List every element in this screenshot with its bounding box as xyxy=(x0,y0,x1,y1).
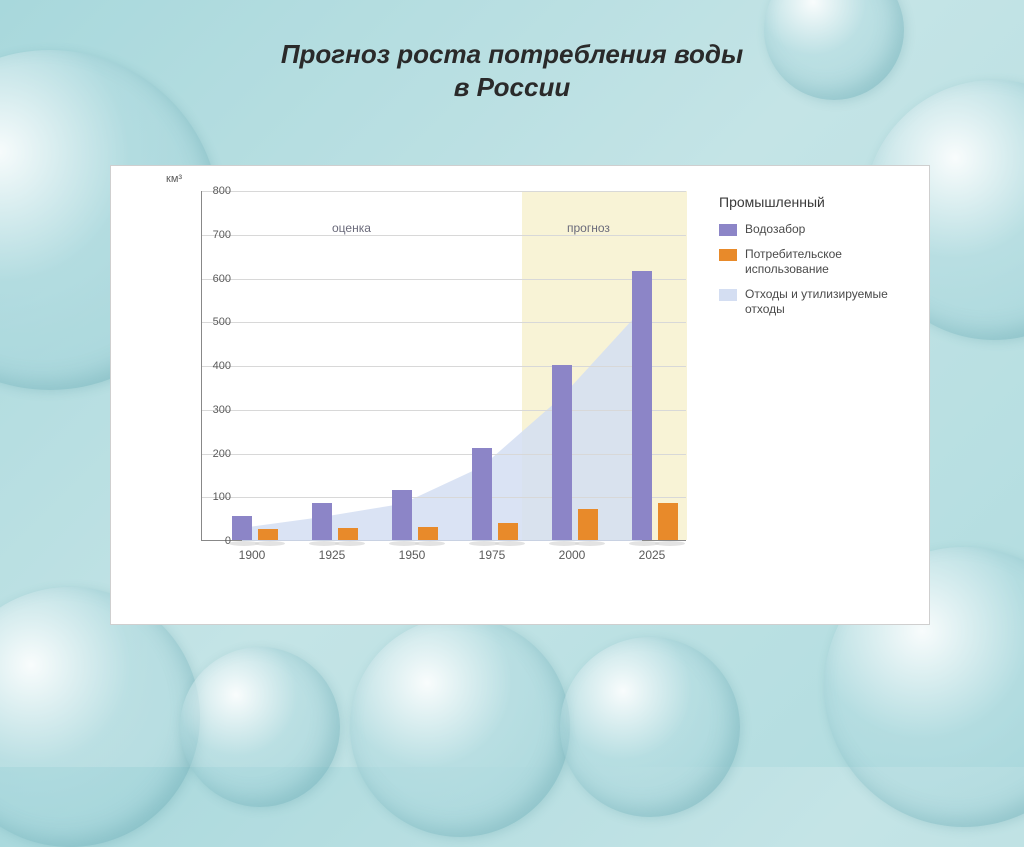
bar-shadow xyxy=(335,541,365,546)
title-line-2: в России xyxy=(454,72,571,102)
bar-shadow xyxy=(415,541,445,546)
y-tick-label: 500 xyxy=(201,316,231,328)
page-title: Прогноз роста потребления воды в России xyxy=(0,0,1024,103)
y-tick-label: 300 xyxy=(201,404,231,416)
y-tick-label: 400 xyxy=(201,360,231,372)
y-tick-label: 700 xyxy=(201,229,231,241)
legend-item: Отходы и утилизируемые отходы xyxy=(719,287,904,317)
bar-shadow xyxy=(255,541,285,546)
legend-swatch xyxy=(719,249,737,261)
bar-shadow xyxy=(575,541,605,546)
bar-consumer xyxy=(658,503,678,540)
legend-swatch xyxy=(719,289,737,301)
bar-shadow xyxy=(495,541,525,546)
bar-consumer xyxy=(338,528,358,540)
bar-consumer xyxy=(418,527,438,540)
gridline xyxy=(202,235,686,236)
x-tick-label: 1950 xyxy=(399,548,426,562)
region-label-estimate: оценка xyxy=(332,221,371,235)
y-tick-label: 800 xyxy=(201,185,231,197)
title-line-1: Прогноз роста потребления воды xyxy=(281,39,743,69)
bar-intake xyxy=(232,516,252,540)
gridline xyxy=(202,454,686,455)
legend-header: Промышленный xyxy=(719,194,904,210)
legend-item: Водозабор xyxy=(719,222,904,237)
plot-area: 0100200300400500600700800оценкапрогноз19… xyxy=(201,191,686,541)
gridline xyxy=(202,191,686,192)
gridline xyxy=(202,410,686,411)
bar-consumer xyxy=(498,523,518,540)
bar-intake xyxy=(312,503,332,540)
y-axis-unit: км³ xyxy=(166,173,182,185)
gridline xyxy=(202,279,686,280)
y-tick-label: 100 xyxy=(201,491,231,503)
x-tick-label: 2025 xyxy=(639,548,666,562)
bar-consumer xyxy=(258,529,278,540)
legend-label: Отходы и утилизируемые отходы xyxy=(745,287,904,317)
bar-intake xyxy=(632,271,652,540)
bar-intake xyxy=(552,365,572,540)
gridline xyxy=(202,497,686,498)
bar-intake xyxy=(472,448,492,540)
x-tick-label: 1975 xyxy=(479,548,506,562)
x-tick-label: 1925 xyxy=(319,548,346,562)
x-tick-label: 1900 xyxy=(239,548,266,562)
x-tick-label: 2000 xyxy=(559,548,586,562)
y-tick-label: 200 xyxy=(201,448,231,460)
gridline xyxy=(202,366,686,367)
chart-panel: км³ 0 100 200 300 400 500 600 700 800 оценка прогн… xyxy=(110,165,930,625)
bar-intake xyxy=(392,490,412,540)
bar-shadow xyxy=(655,541,685,546)
legend-item: Потребительское использование xyxy=(719,247,904,277)
legend-swatch xyxy=(719,224,737,236)
legend-label: Водозабор xyxy=(745,222,805,237)
legend-label: Потребительское использование xyxy=(745,247,904,277)
legend: Промышленный Водозабор Потребительское ис… xyxy=(719,194,904,327)
region-label-forecast: прогноз xyxy=(567,221,610,235)
y-tick-label: 600 xyxy=(201,273,231,285)
chart-area: км³ 0100200300400500600700800оценкапрогн… xyxy=(166,191,686,561)
gridline xyxy=(202,322,686,323)
y-tick-label: 0 xyxy=(201,535,231,547)
bar-consumer xyxy=(578,509,598,541)
